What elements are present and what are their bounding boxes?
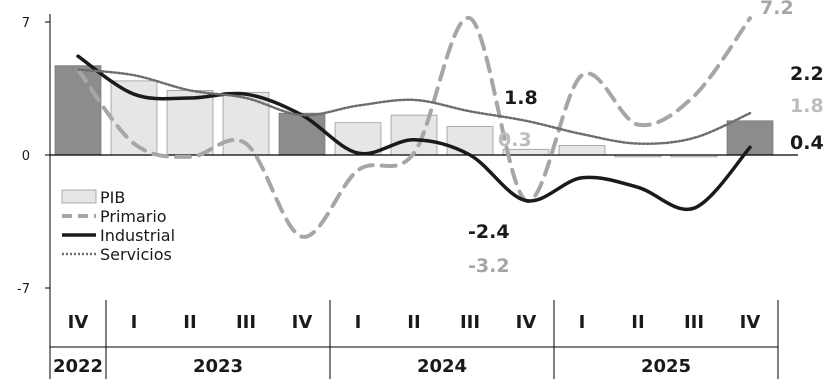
x-tick-label: III xyxy=(460,312,480,333)
legend-label: PIB xyxy=(100,188,125,207)
bar-pib xyxy=(390,114,438,156)
x-tick-label: II xyxy=(183,312,196,333)
y-tick-label: 0 xyxy=(22,149,30,164)
line-industrial xyxy=(76,54,752,212)
x-tick-label: IV xyxy=(68,312,89,333)
bar-pib xyxy=(54,65,102,156)
data-label: 1.8 xyxy=(790,95,823,117)
legend-label: Primario xyxy=(100,207,167,226)
legend-swatch-pib xyxy=(61,189,97,204)
data-label: -2.4 xyxy=(468,221,510,243)
x-tick-label: I xyxy=(579,312,586,333)
data-label: 2.2 xyxy=(790,63,823,85)
bar-pib xyxy=(558,145,606,156)
line-primario xyxy=(76,16,752,239)
x-tick-label: IV xyxy=(740,312,761,333)
data-label: 1.8 xyxy=(504,87,538,109)
bar-pib xyxy=(446,126,494,156)
bar-pib xyxy=(334,122,382,156)
year-label: 2022 xyxy=(53,356,103,377)
data-label: 0.4 xyxy=(790,132,823,154)
data-label: 0.3 xyxy=(498,129,532,151)
year-label: 2024 xyxy=(417,356,467,377)
year-label: 2023 xyxy=(193,356,243,377)
year-label: 2025 xyxy=(641,356,691,377)
x-tick-label: IV xyxy=(292,312,313,333)
y-tick-label: 7 xyxy=(22,16,30,31)
x-tick-label: I xyxy=(355,312,362,333)
x-tick-label: I xyxy=(131,312,138,333)
x-tick-label: III xyxy=(684,312,704,333)
legend-label: Industrial xyxy=(100,226,175,245)
line-servicios xyxy=(76,68,752,145)
data-label: 7.2 xyxy=(760,0,794,19)
bar-pib xyxy=(278,112,326,156)
legend-label: Servicios xyxy=(100,245,172,264)
data-label: -3.2 xyxy=(468,255,510,277)
x-tick-label: II xyxy=(631,312,644,333)
y-tick-label: -7 xyxy=(17,282,30,297)
x-tick-label: III xyxy=(236,312,256,333)
x-tick-label: IV xyxy=(516,312,537,333)
x-tick-label: II xyxy=(407,312,420,333)
